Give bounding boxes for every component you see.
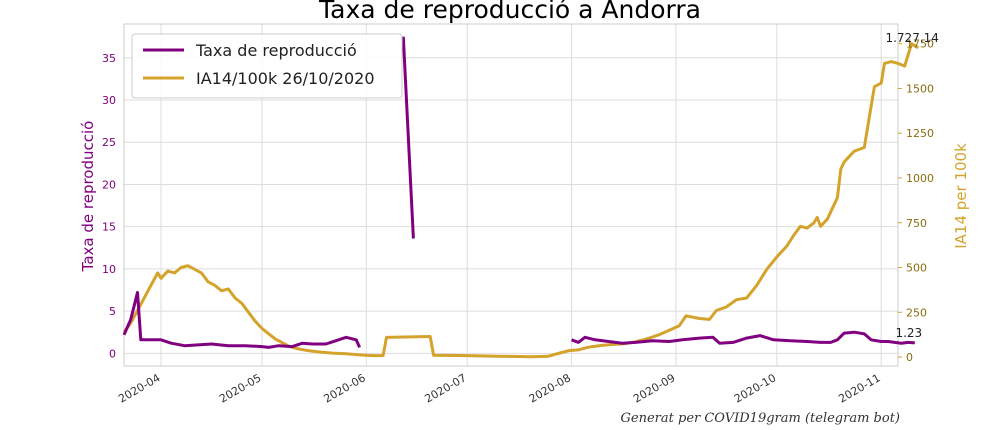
x-tick-label: 2020-11 xyxy=(836,371,882,405)
y-tick-label-right: 1750 xyxy=(906,38,934,51)
x-tick-label: 2020-04 xyxy=(116,371,162,405)
series-line-r xyxy=(122,291,361,349)
footer-credit: Generat per COVID19gram (telegram bot) xyxy=(620,411,900,426)
x-tick-label: 2020-06 xyxy=(321,371,367,405)
x-tick-label: 2020-08 xyxy=(527,371,573,405)
x-tick-label: 2020-09 xyxy=(631,371,677,405)
data-label: 1.727.14 xyxy=(885,31,938,45)
legend-label-ia: IA14/100k 26/10/2020 xyxy=(196,69,375,88)
series-line-r xyxy=(401,36,415,239)
y-tick-label-left: 35 xyxy=(102,52,116,65)
series-line-ia14 xyxy=(122,42,919,359)
plot-frame xyxy=(123,23,899,367)
y-tick-label-left: 0 xyxy=(109,347,116,360)
chart-title: Taxa de reproducció a Andorra xyxy=(318,0,701,24)
legend-box xyxy=(131,33,403,99)
legend: Taxa de reproducció IA14/100k 26/10/2020 xyxy=(131,33,403,99)
y-tick-label-left: 10 xyxy=(102,263,116,276)
y-axis-label-left: Taxa de reproducció xyxy=(79,121,97,273)
grid xyxy=(124,24,898,366)
y-tick-label-right: 0 xyxy=(906,351,913,364)
x-tick-label: 2020-05 xyxy=(217,371,263,405)
series-line-r xyxy=(571,330,915,345)
y-tick-label-left: 15 xyxy=(102,221,116,234)
legend-label-r: Taxa de reproducció xyxy=(195,41,357,60)
y-tick-label-right: 1000 xyxy=(906,172,934,185)
y-tick-label-right: 250 xyxy=(906,306,927,319)
y-tick-label-left: 30 xyxy=(102,94,116,107)
y-tick-label-left: 20 xyxy=(102,178,116,191)
series-group xyxy=(122,36,919,359)
y-tick-label-right: 1250 xyxy=(906,127,934,140)
x-tick-label: 2020-10 xyxy=(732,371,778,405)
y-axis-label-right: IA14 per 100k xyxy=(952,143,970,249)
y-tick-label-left: 5 xyxy=(109,305,116,318)
y-tick-label-right: 1500 xyxy=(906,82,934,95)
data-label: 1.23 xyxy=(895,326,922,340)
y-tick-label-left: 25 xyxy=(102,136,116,149)
y-tick-label-right: 750 xyxy=(906,217,927,230)
x-tick-label: 2020-07 xyxy=(422,371,468,405)
annotations: 1.727.14 1.23 xyxy=(885,31,938,340)
y-tick-label-right: 500 xyxy=(906,262,927,275)
